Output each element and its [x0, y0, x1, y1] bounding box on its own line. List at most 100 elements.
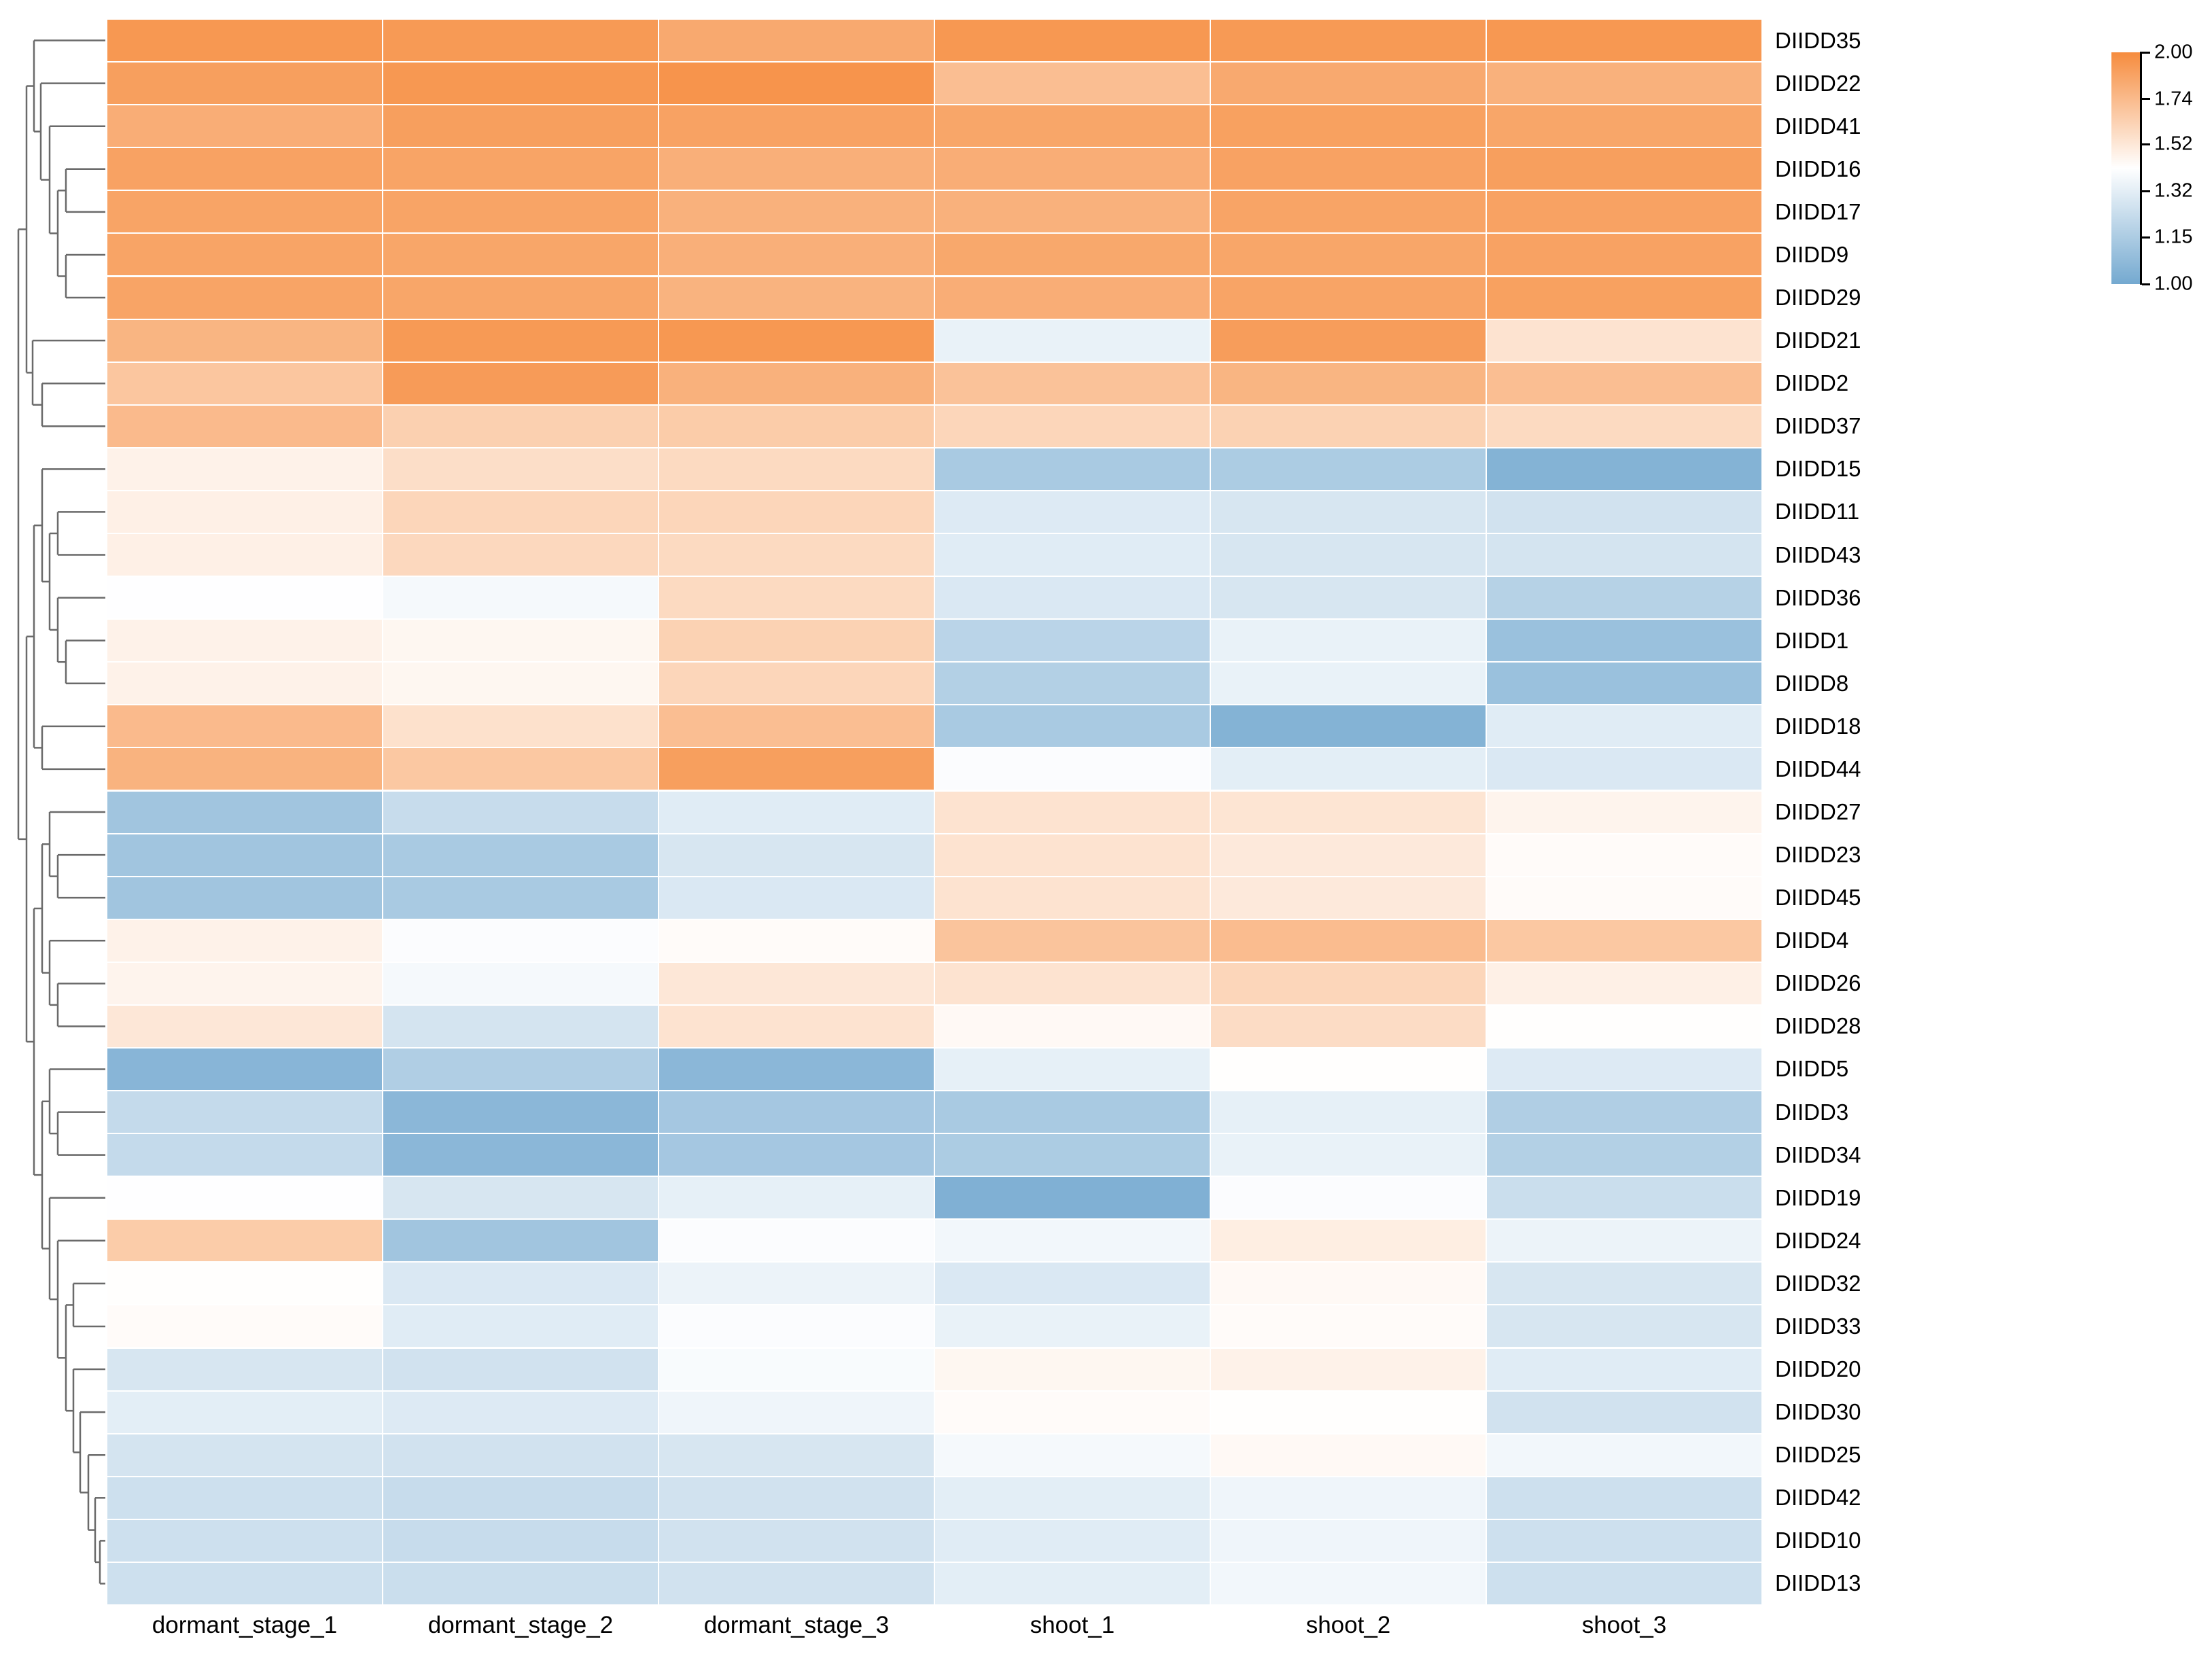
- heatmap-cell-DIIDD21-dormant_stage_1: [107, 319, 382, 362]
- heatmap-cell-DIIDD13-shoot_3: [1487, 1562, 1761, 1604]
- row-label-DIIDD37: DIIDD37: [1775, 413, 1861, 439]
- heatmap-cell-DIIDD36-dormant_stage_1: [107, 577, 382, 619]
- heatmap-cell-DIIDD42-shoot_2: [1211, 1477, 1486, 1519]
- heatmap-cell-DIIDD45-shoot_1: [935, 877, 1210, 919]
- heatmap-cell-DIIDD15-dormant_stage_1: [107, 448, 382, 490]
- row-label-DIIDD19: DIIDD19: [1775, 1184, 1861, 1210]
- heatmap-cell-DIIDD33-shoot_3: [1487, 1305, 1761, 1347]
- heatmap-cell-DIIDD35-dormant_stage_2: [383, 20, 658, 62]
- heatmap-cell-DIIDD15-shoot_3: [1487, 448, 1761, 490]
- heatmap-cell-DIIDD33-dormant_stage_1: [107, 1305, 382, 1347]
- heatmap-cell-DIIDD5-dormant_stage_1: [107, 1048, 382, 1090]
- heatmap-cell-DIIDD2-shoot_3: [1487, 362, 1761, 404]
- heatmap-cell-DIIDD11-shoot_2: [1211, 491, 1486, 533]
- legend-tick-mark: [2142, 143, 2150, 145]
- heatmap-cell-DIIDD13-shoot_2: [1211, 1562, 1486, 1604]
- heatmap-cell-DIIDD30-shoot_1: [935, 1391, 1210, 1433]
- heatmap-cell-DIIDD3-shoot_2: [1211, 1091, 1486, 1133]
- heatmap-cell-DIIDD19-dormant_stage_1: [107, 1177, 382, 1219]
- heatmap-cell-DIIDD24-dormant_stage_1: [107, 1220, 382, 1262]
- heatmap-cell-DIIDD21-shoot_3: [1487, 319, 1761, 362]
- heatmap-cell-DIIDD1-shoot_1: [935, 620, 1210, 662]
- heatmap-cell-DIIDD27-dormant_stage_2: [383, 791, 658, 833]
- heatmap-cell-DIIDD36-shoot_2: [1211, 577, 1486, 619]
- legend-tick-label: 1.74: [2154, 88, 2193, 109]
- heatmap-cell-DIIDD18-shoot_2: [1211, 705, 1486, 747]
- heatmap-cell-DIIDD17-dormant_stage_2: [383, 191, 658, 233]
- heatmap-cell-DIIDD44-shoot_3: [1487, 748, 1761, 790]
- heatmap-cell-DIIDD32-dormant_stage_2: [383, 1263, 658, 1305]
- heatmap-cell-DIIDD43-shoot_2: [1211, 534, 1486, 576]
- heatmap-cell-DIIDD2-dormant_stage_2: [383, 362, 658, 404]
- heatmap-cell-DIIDD35-shoot_2: [1211, 20, 1486, 62]
- heatmap-cell-DIIDD8-dormant_stage_1: [107, 663, 382, 705]
- heatmap-cell-DIIDD16-shoot_3: [1487, 148, 1761, 190]
- heatmap-cell-DIIDD19-shoot_1: [935, 1177, 1210, 1219]
- row-label-DIIDD13: DIIDD13: [1775, 1570, 1861, 1596]
- heatmap-cell-DIIDD5-shoot_2: [1211, 1048, 1486, 1090]
- row-label-DIIDD23: DIIDD23: [1775, 842, 1861, 868]
- heatmap-cell-DIIDD30-dormant_stage_2: [383, 1391, 658, 1433]
- heatmap-cell-DIIDD16-dormant_stage_2: [383, 148, 658, 190]
- heatmap-cell-DIIDD27-shoot_2: [1211, 791, 1486, 833]
- row-label-DIIDD24: DIIDD24: [1775, 1227, 1861, 1253]
- heatmap-cell-DIIDD13-shoot_1: [935, 1562, 1210, 1604]
- row-label-DIIDD33: DIIDD33: [1775, 1313, 1861, 1339]
- row-label-DIIDD36: DIIDD36: [1775, 584, 1861, 610]
- row-label-DIIDD21: DIIDD21: [1775, 328, 1861, 353]
- heatmap-cell-DIIDD29-dormant_stage_2: [383, 277, 658, 319]
- heatmap-cell-DIIDD27-dormant_stage_1: [107, 791, 382, 833]
- legend-axis-line: [2140, 52, 2142, 285]
- heatmap-cell-DIIDD16-shoot_1: [935, 148, 1210, 190]
- row-label-DIIDD17: DIIDD17: [1775, 198, 1861, 224]
- heatmap-cell-DIIDD20-shoot_3: [1487, 1348, 1761, 1390]
- heatmap-cell-DIIDD34-dormant_stage_2: [383, 1134, 658, 1176]
- heatmap-cell-DIIDD4-shoot_1: [935, 919, 1210, 962]
- heatmap-cell-DIIDD25-shoot_3: [1487, 1434, 1761, 1476]
- heatmap-cell-DIIDD29-dormant_stage_1: [107, 277, 382, 319]
- legend-tick-label: 2.00: [2154, 41, 2193, 63]
- heatmap-cell-DIIDD26-dormant_stage_1: [107, 962, 382, 1004]
- heatmap-cell-DIIDD29-dormant_stage_3: [659, 277, 934, 319]
- heatmap-cell-DIIDD22-dormant_stage_1: [107, 63, 382, 105]
- heatmap-cell-DIIDD20-dormant_stage_1: [107, 1348, 382, 1390]
- row-label-DIIDD9: DIIDD9: [1775, 241, 1849, 267]
- heatmap-cell-DIIDD18-dormant_stage_1: [107, 705, 382, 747]
- heatmap-cell-DIIDD5-dormant_stage_3: [659, 1048, 934, 1090]
- column-label-dormant_stage_1: dormant_stage_1: [152, 1612, 338, 1638]
- heatmap-cell-DIIDD9-shoot_1: [935, 234, 1210, 276]
- legend-tick-mark: [2142, 283, 2150, 285]
- heatmap-cell-DIIDD21-shoot_2: [1211, 319, 1486, 362]
- row-label-DIIDD26: DIIDD26: [1775, 970, 1861, 996]
- heatmap-cell-DIIDD1-shoot_2: [1211, 620, 1486, 662]
- heatmap-cell-DIIDD3-dormant_stage_2: [383, 1091, 658, 1133]
- heatmap-cell-DIIDD1-dormant_stage_2: [383, 620, 658, 662]
- heatmap-cell-DIIDD8-shoot_2: [1211, 663, 1486, 705]
- row-label-DIIDD20: DIIDD20: [1775, 1356, 1861, 1382]
- heatmap-cell-DIIDD8-shoot_3: [1487, 663, 1761, 705]
- heatmap-cell-DIIDD41-dormant_stage_2: [383, 105, 658, 147]
- heatmap-cell-DIIDD28-shoot_2: [1211, 1005, 1486, 1047]
- heatmap-cell-DIIDD21-shoot_1: [935, 319, 1210, 362]
- heatmap-cell-DIIDD42-shoot_1: [935, 1477, 1210, 1519]
- heatmap-cell-DIIDD3-dormant_stage_3: [659, 1091, 934, 1133]
- heatmap-cell-DIIDD4-shoot_3: [1487, 919, 1761, 962]
- heatmap-cell-DIIDD28-dormant_stage_3: [659, 1005, 934, 1047]
- heatmap-cell-DIIDD25-dormant_stage_1: [107, 1434, 382, 1476]
- heatmap-cell-DIIDD22-shoot_2: [1211, 63, 1486, 105]
- heatmap-cell-DIIDD16-shoot_2: [1211, 148, 1486, 190]
- heatmap-cell-DIIDD29-shoot_2: [1211, 277, 1486, 319]
- legend-tick-mark: [2142, 51, 2150, 54]
- legend-tick-mark: [2142, 98, 2150, 100]
- heatmap-cell-DIIDD1-shoot_3: [1487, 620, 1761, 662]
- heatmap-cell-DIIDD44-shoot_2: [1211, 748, 1486, 790]
- heatmap-cell-DIIDD43-dormant_stage_1: [107, 534, 382, 576]
- column-label-shoot_3: shoot_3: [1581, 1612, 1667, 1638]
- heatmap-cell-DIIDD28-shoot_1: [935, 1005, 1210, 1047]
- legend-tick-label: 1.52: [2154, 133, 2193, 155]
- row-label-DIIDD1: DIIDD1: [1775, 627, 1849, 653]
- heatmap-cell-DIIDD3-shoot_3: [1487, 1091, 1761, 1133]
- heatmap-cell-DIIDD41-shoot_2: [1211, 105, 1486, 147]
- heatmap-cell-DIIDD26-shoot_1: [935, 962, 1210, 1004]
